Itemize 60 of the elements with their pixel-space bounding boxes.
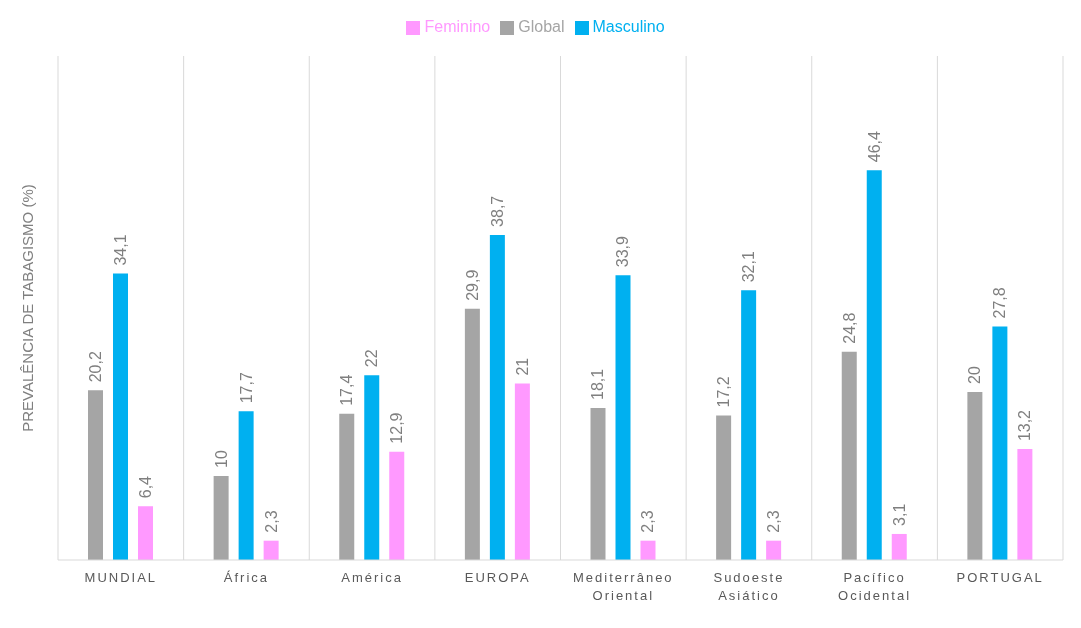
data-label: 24,8	[840, 312, 858, 344]
bar	[891, 533, 907, 560]
data-label: 13,2	[1016, 409, 1034, 442]
data-label: 10	[212, 450, 230, 468]
data-label: 2,3	[765, 510, 783, 533]
x-tick-label: MUNDIAL	[84, 570, 158, 585]
x-tick-label: EUROPA	[464, 570, 531, 585]
data-label: 20,2	[87, 351, 104, 383]
x-tick-label: Pacífico Ocidental	[838, 570, 912, 603]
bar	[88, 390, 103, 560]
data-label: 20	[966, 366, 984, 384]
y-axis-title: PREVALÊNCIA DE TABAGISMO (%)	[19, 184, 37, 432]
bar	[615, 275, 631, 560]
data-label: 2,3	[262, 510, 280, 533]
data-label: 32,1	[740, 251, 758, 283]
x-tick-label: PORTUGAL	[956, 570, 1044, 585]
data-label: 3,1	[890, 503, 908, 526]
data-label: 17,4	[338, 374, 356, 406]
bar	[489, 234, 505, 560]
bar	[640, 540, 656, 560]
data-label: 38,7	[488, 195, 506, 227]
data-label: 34,1	[112, 234, 129, 266]
bar	[339, 413, 355, 560]
data-label: 46,4	[865, 131, 883, 163]
bar	[514, 383, 530, 560]
data-label: 2,3	[639, 510, 657, 533]
bar	[992, 326, 1008, 560]
bar	[213, 476, 229, 560]
bar	[841, 351, 857, 560]
x-tick-label: África	[223, 570, 270, 585]
bar	[716, 415, 732, 560]
legend-label: Feminino	[424, 18, 491, 35]
data-label: 18,1	[589, 368, 607, 400]
legend-label: Global	[518, 18, 565, 35]
data-label: 17,7	[237, 372, 255, 404]
bar	[238, 411, 254, 560]
data-label: 29,9	[463, 269, 481, 301]
x-tick-label: Sudoeste Asiático	[713, 570, 785, 603]
bar	[1017, 449, 1033, 560]
data-label: 12,9	[388, 412, 406, 444]
data-label: 33,9	[614, 236, 632, 268]
bar	[590, 407, 606, 560]
bar	[464, 308, 480, 560]
bar	[138, 506, 153, 560]
bar	[263, 540, 279, 560]
data-label: 6,4	[137, 475, 154, 499]
bar	[389, 451, 405, 560]
data-label: 27,8	[991, 287, 1009, 319]
bar	[113, 273, 128, 560]
legend-label: Masculino	[592, 18, 665, 35]
bar	[741, 290, 757, 560]
bar	[967, 392, 983, 560]
data-label: 21	[513, 357, 531, 376]
data-label: 22	[363, 349, 381, 368]
bar	[364, 375, 380, 560]
x-tick-label: Mediterrâneo Oriental	[573, 570, 674, 603]
x-tick-label: América	[341, 570, 403, 585]
bar	[766, 540, 782, 560]
bar	[866, 170, 882, 560]
data-label: 17,2	[715, 376, 733, 408]
